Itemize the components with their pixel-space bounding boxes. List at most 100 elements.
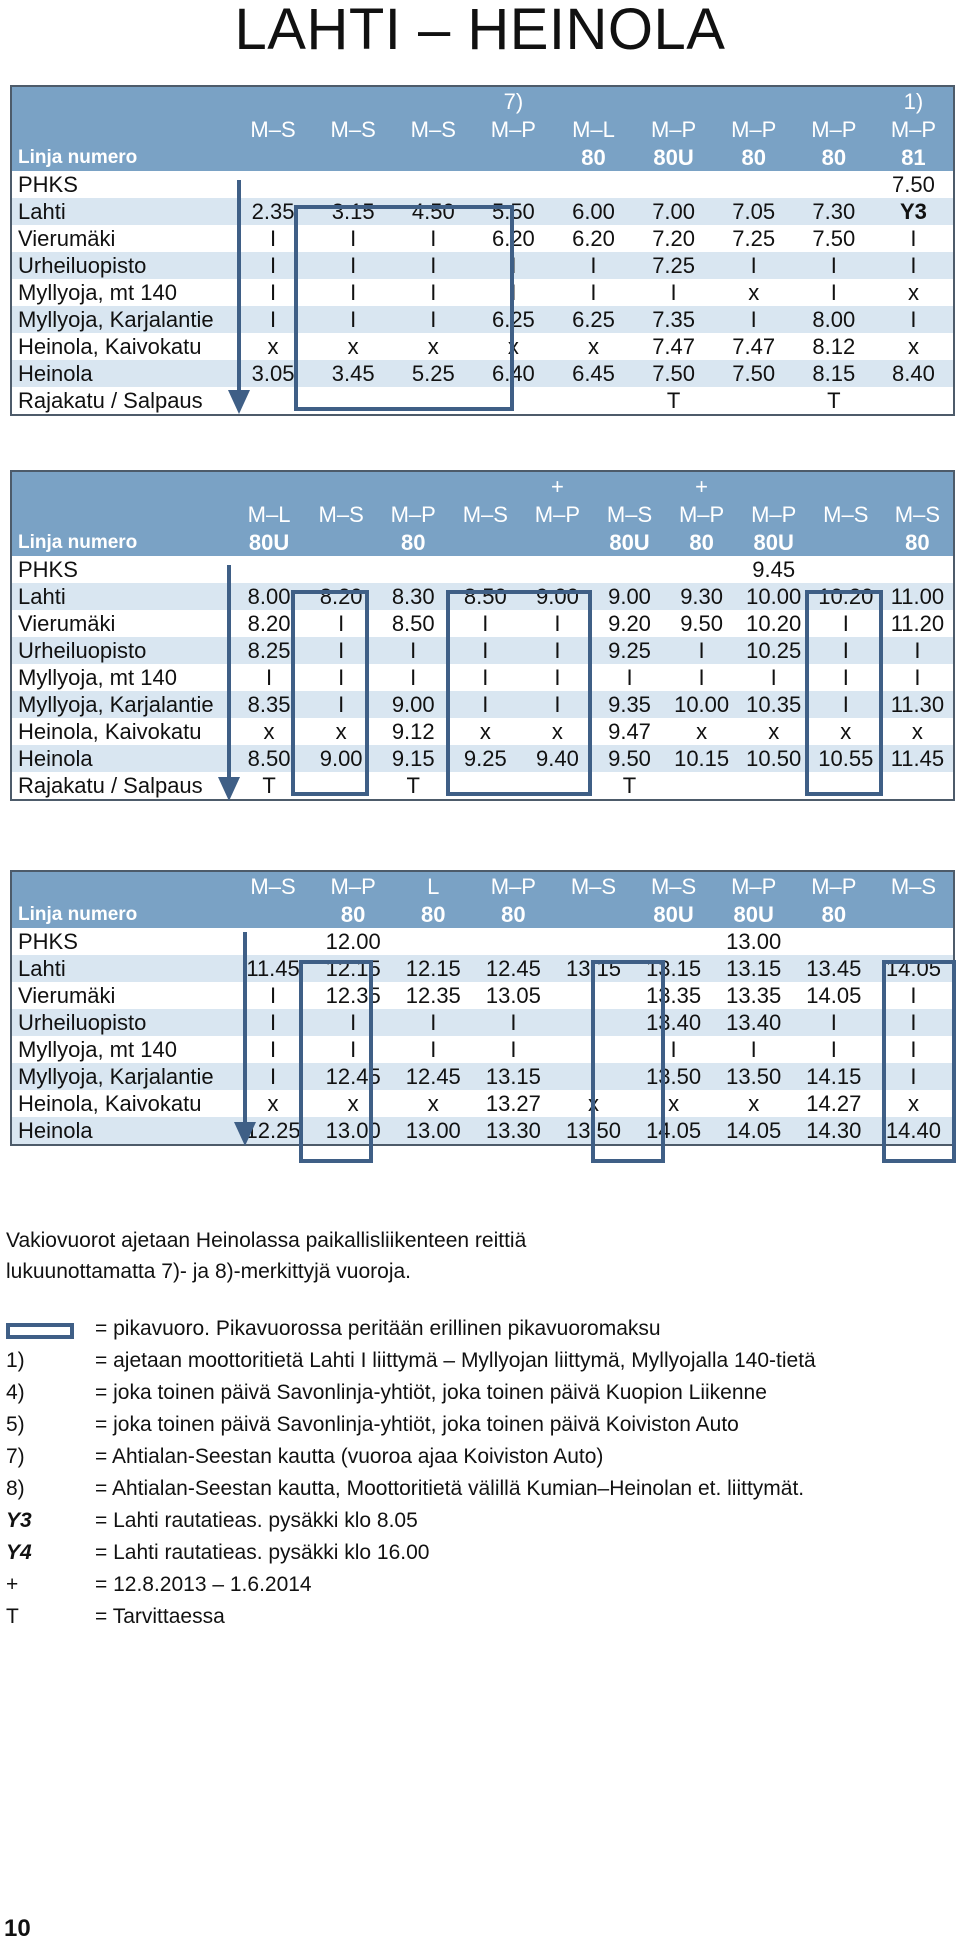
time-cell: 13.15 bbox=[633, 955, 714, 982]
stop-name: Rajakatu / Salpaus bbox=[11, 772, 233, 800]
time-cell: x bbox=[633, 1090, 714, 1117]
time-cell: x bbox=[881, 718, 954, 745]
direction-arrow-icon bbox=[218, 565, 240, 801]
time-cell bbox=[713, 171, 794, 198]
time-cell bbox=[521, 556, 594, 583]
time-cell: 14.05 bbox=[633, 1117, 714, 1145]
table-row: PHKS 9.45 bbox=[11, 556, 954, 583]
time-cell: 9.30 bbox=[665, 583, 738, 610]
time-cell: 12.45 bbox=[393, 1063, 474, 1090]
time-cell bbox=[233, 171, 314, 198]
stop-name: Lahti bbox=[11, 198, 233, 225]
day-cell: M–L bbox=[553, 115, 634, 143]
line-number-cell: 80 bbox=[793, 900, 874, 928]
time-cell: 8.15 bbox=[793, 360, 874, 387]
time-cell: I bbox=[473, 1009, 554, 1036]
time-cell: 8.20 bbox=[305, 583, 378, 610]
day-cell: M–P bbox=[473, 115, 554, 143]
time-cell: I bbox=[793, 252, 874, 279]
time-cell: 9.47 bbox=[593, 718, 666, 745]
timetable-3: M–S M–P L M–P M–S M–S M–P M–P M–S Linja … bbox=[10, 870, 955, 1146]
time-cell: I bbox=[449, 610, 522, 637]
time-cell: I bbox=[393, 225, 474, 252]
legend-item: + = 12.8.2013 – 1.6.2014 bbox=[6, 1569, 951, 1601]
legend-key: 8) bbox=[6, 1477, 25, 1500]
time-cell: 14.15 bbox=[793, 1063, 874, 1090]
note-cell bbox=[713, 86, 794, 115]
day-cell: M–P bbox=[793, 115, 874, 143]
time-cell: 12.45 bbox=[313, 1063, 394, 1090]
time-cell: 13.05 bbox=[473, 982, 554, 1009]
time-cell: 8.30 bbox=[377, 583, 450, 610]
stop-name: Myllyoja, mt 140 bbox=[11, 1036, 233, 1063]
table-row: Heinola, Kaivokatu x x x 13.27 x x x 14.… bbox=[11, 1090, 954, 1117]
direction-arrow-icon bbox=[234, 932, 256, 1146]
time-cell: 14.05 bbox=[873, 955, 954, 982]
line-number-cell: 81 bbox=[873, 143, 954, 171]
line-number-cell: 80 bbox=[377, 528, 450, 556]
time-cell: I bbox=[873, 1009, 954, 1036]
time-cell: I bbox=[553, 279, 634, 306]
time-cell: I bbox=[305, 691, 378, 718]
time-cell: 7.35 bbox=[633, 306, 714, 333]
table-row: Urheiluopisto I I I I I 7.25 I I I bbox=[11, 252, 954, 279]
time-cell: 7.50 bbox=[873, 171, 954, 198]
note-cell bbox=[393, 86, 474, 115]
day-cell: M–S bbox=[233, 115, 314, 143]
day-cell: M–S bbox=[593, 500, 666, 528]
line-number-cell bbox=[393, 143, 474, 171]
time-cell: I bbox=[633, 1036, 714, 1063]
time-cell: I bbox=[313, 252, 394, 279]
time-cell: I bbox=[553, 1009, 634, 1036]
line-number-cell: 80 bbox=[713, 143, 794, 171]
time-cell: 9.12 bbox=[377, 718, 450, 745]
line-number-cell: 80 bbox=[393, 900, 474, 928]
time-cell: x bbox=[713, 1090, 794, 1117]
table-row-notes: + + bbox=[11, 471, 954, 500]
time-cell: I bbox=[233, 252, 314, 279]
legend-key: Y3 bbox=[6, 1509, 32, 1532]
time-cell: 8.00 bbox=[793, 306, 874, 333]
time-cell bbox=[313, 387, 394, 415]
time-cell: x bbox=[233, 333, 314, 360]
time-cell: x bbox=[393, 1090, 474, 1117]
legend-key: 7) bbox=[6, 1445, 25, 1468]
time-cell: 8.50 bbox=[449, 583, 522, 610]
time-cell: 9.35 bbox=[593, 691, 666, 718]
time-cell bbox=[473, 928, 554, 955]
day-cell: M–S bbox=[393, 115, 474, 143]
time-cell: 10.25 bbox=[737, 637, 810, 664]
legend-text: = Lahti rautatieas. pysäkki klo 8.05 bbox=[95, 1509, 418, 1532]
time-cell: 9.50 bbox=[593, 745, 666, 772]
table-row-days: M–L M–S M–P M–S M–P M–S M–P M–P M–S M–S bbox=[11, 500, 954, 528]
stop-name: Rajakatu / Salpaus bbox=[11, 387, 233, 415]
line-number-cell bbox=[521, 528, 594, 556]
time-cell: 14.27 bbox=[793, 1090, 874, 1117]
legend-key: 1) bbox=[6, 1349, 25, 1372]
time-cell: 11.00 bbox=[881, 583, 954, 610]
stop-name: Urheiluopisto bbox=[11, 1009, 233, 1036]
time-cell: 12.45 bbox=[473, 955, 554, 982]
legend-text: = Ahtialan-Seestan kautta (vuoroa ajaa K… bbox=[95, 1445, 604, 1468]
time-cell: I bbox=[313, 1009, 394, 1036]
time-cell: Y3 bbox=[873, 198, 954, 225]
day-cell: M–P bbox=[665, 500, 738, 528]
time-cell: I bbox=[593, 664, 666, 691]
line-number-label: Linja numero bbox=[11, 528, 233, 556]
time-cell: I bbox=[377, 664, 450, 691]
time-cell bbox=[449, 772, 522, 800]
line-number-cell: 80 bbox=[473, 900, 554, 928]
time-cell: 2.35 bbox=[233, 198, 314, 225]
note-line: Vakiovuorot ajetaan Heinolassa paikallis… bbox=[6, 1229, 527, 1252]
time-cell: I bbox=[393, 252, 474, 279]
day-cell: M–S bbox=[873, 871, 954, 900]
time-cell: 12.15 bbox=[393, 955, 474, 982]
time-cell: I bbox=[393, 1009, 474, 1036]
legend-item: 4) = joka toinen päivä Savonlinja-yhtiöt… bbox=[6, 1377, 951, 1409]
time-cell: 6.25 bbox=[553, 306, 634, 333]
line-number-cell bbox=[233, 143, 314, 171]
legend-key: T bbox=[6, 1605, 19, 1628]
time-cell: 12.00 bbox=[313, 928, 394, 955]
line-number-cell: 80 bbox=[881, 528, 954, 556]
table-row: Myllyoja, Karjalantie 8.35 I 9.00 I I 9.… bbox=[11, 691, 954, 718]
